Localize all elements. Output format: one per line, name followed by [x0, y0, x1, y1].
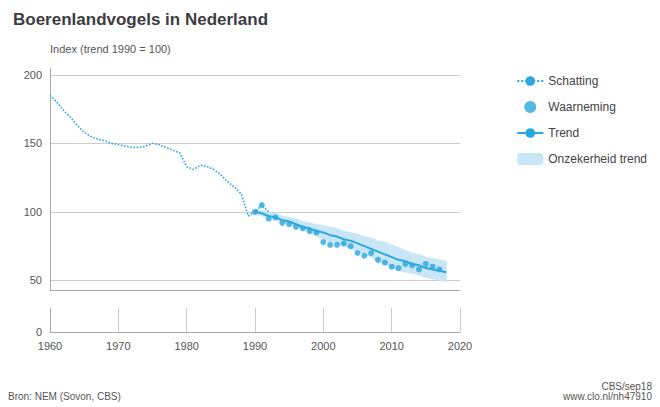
svg-text:Schatting: Schatting — [548, 74, 598, 88]
svg-text:Boerenlandvogels in Nederland: Boerenlandvogels in Nederland — [13, 10, 268, 29]
svg-text:200: 200 — [24, 69, 42, 81]
svg-text:50: 50 — [30, 274, 42, 286]
svg-text:2010: 2010 — [379, 340, 403, 352]
svg-text:2020: 2020 — [448, 340, 472, 352]
svg-text:CBS/sep18: CBS/sep18 — [601, 380, 652, 392]
svg-text:Trend: Trend — [548, 126, 579, 140]
svg-text:Index (trend 1990 = 100): Index (trend 1990 = 100) — [50, 43, 171, 55]
svg-text:1960: 1960 — [38, 340, 62, 352]
svg-text:0: 0 — [36, 326, 42, 338]
svg-text:Bron: NEM (Sovon, CBS): Bron: NEM (Sovon, CBS) — [8, 391, 121, 402]
svg-text:1990: 1990 — [243, 340, 267, 352]
svg-text:2000: 2000 — [311, 340, 335, 352]
svg-text:www.clo.nl/nh47910: www.clo.nl/nh47910 — [562, 391, 652, 402]
svg-text:1970: 1970 — [106, 340, 130, 352]
svg-text:1980: 1980 — [174, 340, 198, 352]
svg-text:Onzekerheid trend: Onzekerheid trend — [548, 152, 647, 166]
svg-text:Waarneming: Waarneming — [548, 100, 616, 114]
svg-text:100: 100 — [24, 206, 42, 218]
svg-text:150: 150 — [24, 137, 42, 149]
